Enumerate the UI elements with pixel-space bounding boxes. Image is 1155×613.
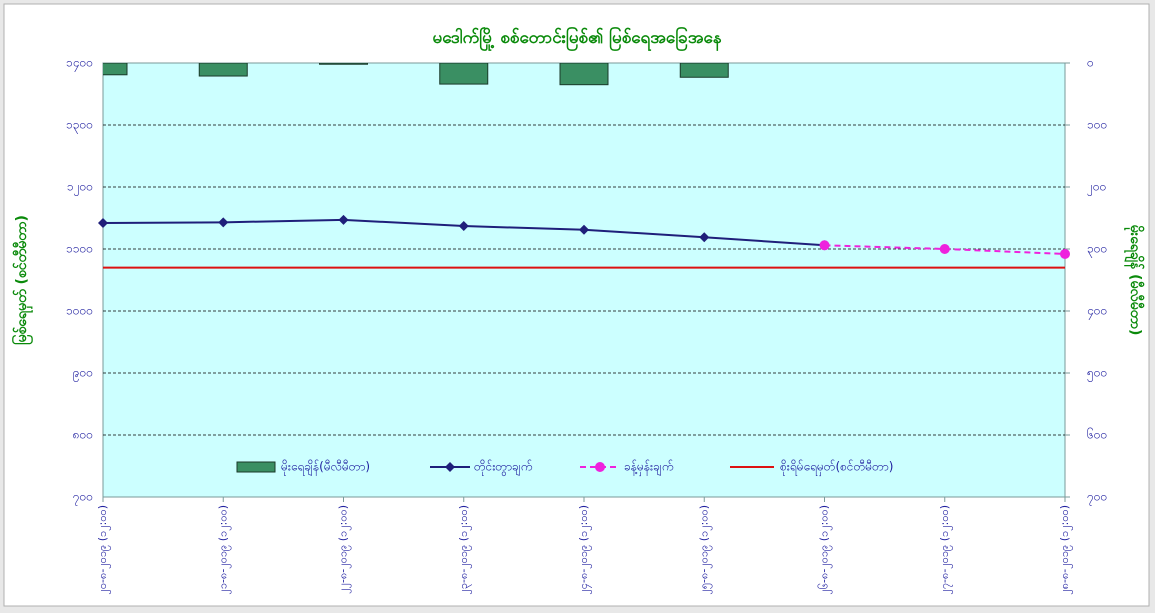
x-tick-label: ၂၈-၈-၂၀၁၉ (၁၂:၀၀) [1058,505,1073,595]
y2-tick-label: ၂၀၀ [1087,180,1106,197]
bar [679,63,729,78]
x-tick-label: ၂၆-၈-၂၀၁၉ (၁၂:၀၀) [818,505,833,595]
x-tick-label: ၂၀-၈-၂၀၁၉ (၁၂:၀၀) [96,505,111,595]
y-tick-label: ၇၀၀ [73,490,93,507]
y-tick-label: ၈၀၀ [73,428,93,442]
bar [103,63,128,76]
marker [98,217,108,228]
y2-tick-label: ၅၀၀ [1087,366,1107,383]
y2-axis-label: မိုးရေချိန် (မီလီမီတာ) [1124,225,1144,336]
y-tick-label: ၁၂၀၀ [67,180,93,197]
marker [579,224,589,235]
y2-tick-label: ၆၀၀ [1087,427,1107,442]
x-tick-label: ၂၄-၈-၂၀၁၉ (၁၂:၀၀) [577,505,592,595]
bar [439,63,489,85]
legend-marker [445,462,455,472]
marker [699,232,710,243]
marker [819,240,830,251]
plot-area [102,62,1066,498]
x-tick-label: ၂၂-၈-၂၀၁၉ (၁၂:၀၀) [337,505,352,594]
y2-tick-label: ၁၀၀ [1087,118,1107,132]
legend-swatch [236,461,276,473]
y-tick-label: ၉၀၀ [73,366,93,383]
legend-label: တိုင်းတွာချက် [474,459,532,477]
marker [939,244,950,254]
bar [319,63,368,65]
plot-group [103,63,729,86]
legend-label: ခန့်မှန်းချက် [624,459,673,477]
marker [218,217,229,228]
marker [338,214,349,225]
chart-title: မဒေါက်မြို့ စစ်တောင်းမြစ်၏ မြစ်ရေအခြေအနေ [433,25,722,52]
bar [559,63,609,86]
legend-marker [595,462,605,472]
y2-tick-label: ၃၀၀ [1087,242,1107,259]
y-tick-label: ၁၀၀၀ [66,304,93,318]
bar [198,63,248,77]
y-tick-label: ၁၁၀၀ [66,242,93,256]
y2-tick-label: ၀ [1087,56,1094,70]
x-tick-label: ၂၅-၈-၂၀၁၉ (၁၂:၀၀) [697,505,712,595]
x-tick-label: ၂၁-၈-၂၀၁၉ (၁၂:၀၀) [216,505,231,595]
y2-tick-label: ၄၀၀ [1087,304,1107,321]
x-tick-label: ၂၃-၈-၂၀၁၉ (၁၂:၀၀) [457,505,472,595]
y-axis-label: မြစ်ရေမှတ် (စင်တီမီတာ) [12,215,33,345]
y-tick-label: ၁၃၀၀ [66,118,93,135]
marker [1060,248,1070,259]
legend-label: မိုးရေချိန်(မီလီမီတာ) [281,459,370,477]
x-tick-label: ၂၇-၈-၂၀၁၉ (၁၂:၀၀) [938,505,953,595]
legend-label: စိုးရိမ်ရေမှတ်(စင်တီမီတာ) [780,459,893,477]
y-tick-label: ၁၄၀၀ [66,56,93,73]
y2-tick-label: ၇၀၀ [1087,490,1107,507]
marker [458,221,469,232]
